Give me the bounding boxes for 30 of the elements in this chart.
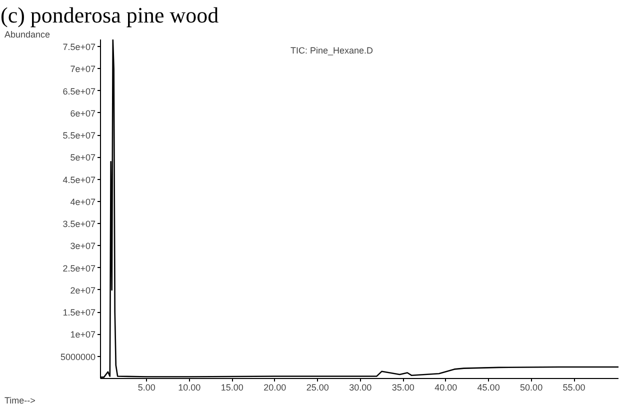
y-tick-label: 2.5e+07 [62,263,96,274]
y-axis-title: Abundance [4,30,50,40]
x-tick-label: 25.00 [306,382,329,392]
y-tick-label: 7e+07 [70,64,96,74]
y-tick-label: 3e+07 [70,241,96,252]
x-tick-label: 35.00 [392,382,414,392]
annotation: TIC: Pine_Hexane.D [290,46,374,56]
y-tick-label: 6e+07 [70,108,96,118]
y-tick-label: 5e+07 [70,152,96,163]
y-tick-label: 4e+07 [70,196,96,207]
x-tick-label: 45.00 [477,382,500,392]
y-tick-label: 3.5e+07 [62,219,96,230]
y-tick-label: 2e+07 [70,285,96,296]
y-tick-label: 7.5e+07 [62,42,96,52]
y-tick-label: 1e+07 [70,330,96,340]
x-tick-label: 55.00 [562,382,586,392]
x-tick-label: 40.00 [434,382,458,392]
x-tick-label: 20.00 [264,382,286,392]
y-tick-label: 1.5e+07 [62,308,96,318]
chart-title: (c) ponderosa pine wood [0,2,219,28]
y-tick-label: 6.5e+07 [62,86,96,96]
y-tick-label: 5.5e+07 [62,130,96,141]
x-tick-label: 50.00 [520,382,543,392]
x-tick-label: 15.00 [220,382,244,392]
x-tick-label: 5.00 [138,382,156,392]
x-tick-label: 10.00 [178,382,201,392]
y-tick-label: 4.5e+07 [62,174,96,185]
x-axis-title: Time--> [4,396,36,405]
y-tick-label: 5000000 [60,352,96,362]
x-tick-label: 30.00 [349,382,372,392]
